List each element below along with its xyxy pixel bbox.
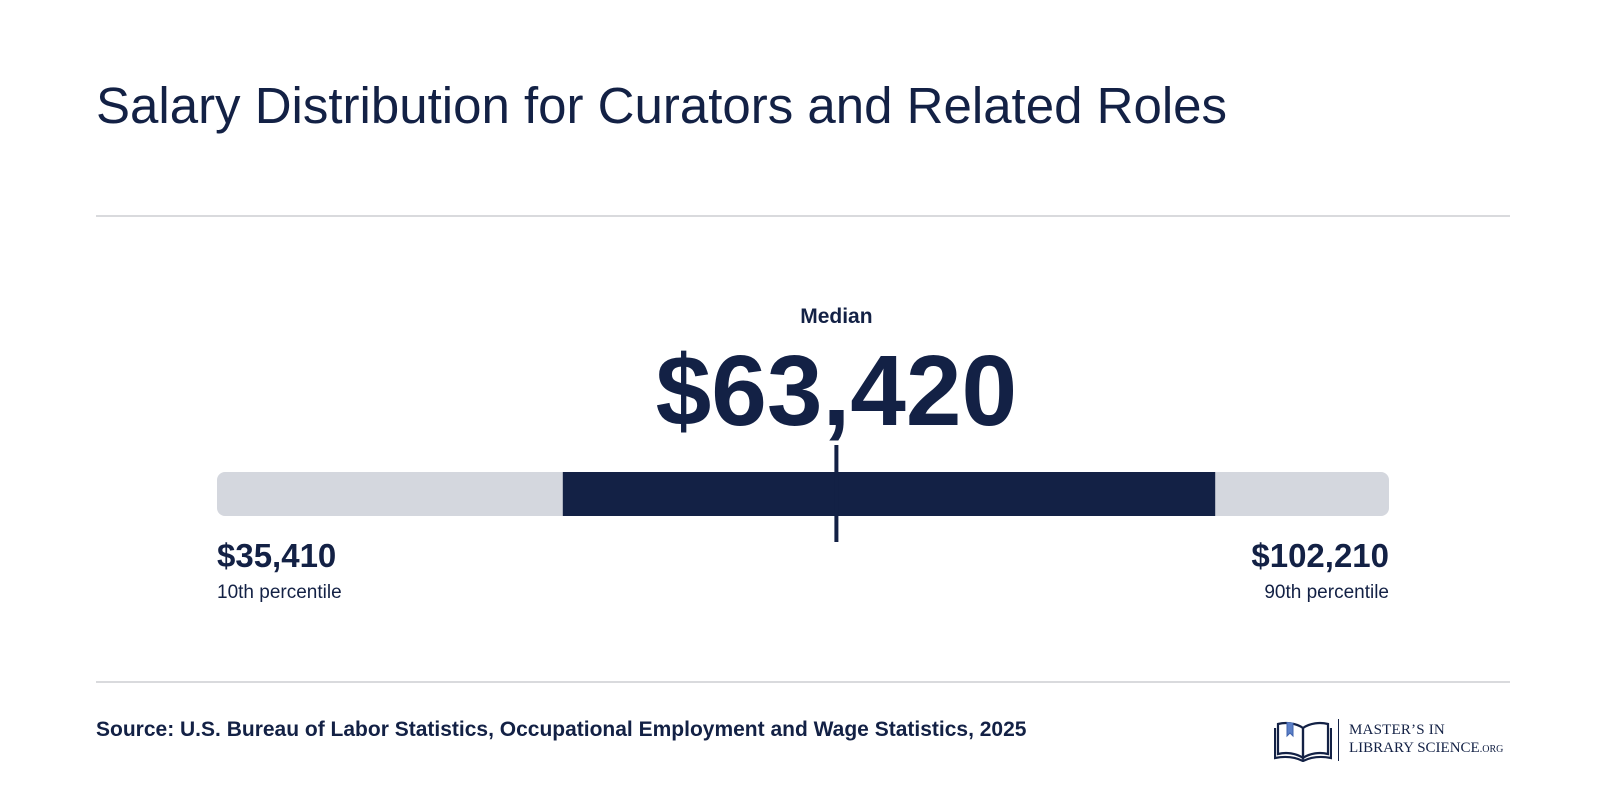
- source-note: Source: U.S. Bureau of Labor Statistics,…: [96, 718, 1027, 741]
- chart-title: Salary Distribution for Curators and Rel…: [96, 77, 1228, 134]
- top-divider: [96, 215, 1510, 217]
- p10-label: 10th percentile: [217, 582, 342, 603]
- bottom-divider: [96, 681, 1510, 683]
- logo-suffix: .ORG: [1479, 744, 1504, 755]
- brand-logo: MASTER’S IN LIBRARY SCIENCE.ORG: [1274, 716, 1503, 764]
- logo-line-2: LIBRARY SCIENCE.ORG: [1349, 739, 1503, 759]
- p90-value: $102,210: [1251, 537, 1389, 574]
- p90-label: 90th percentile: [1264, 582, 1389, 603]
- p10-p90-range-bar: [562, 472, 1216, 516]
- logo-line-2-text: LIBRARY SCIENCE: [1349, 740, 1480, 756]
- logo-divider: [1338, 719, 1339, 761]
- logo-wordmark: MASTER’S IN LIBRARY SCIENCE.ORG: [1349, 721, 1503, 759]
- logo-line-1: MASTER’S IN: [1349, 722, 1445, 738]
- median-label: Median: [800, 305, 872, 328]
- median-value: $63,420: [656, 335, 1017, 447]
- open-book-icon: [1274, 721, 1332, 762]
- p10-value: $35,410: [217, 537, 336, 574]
